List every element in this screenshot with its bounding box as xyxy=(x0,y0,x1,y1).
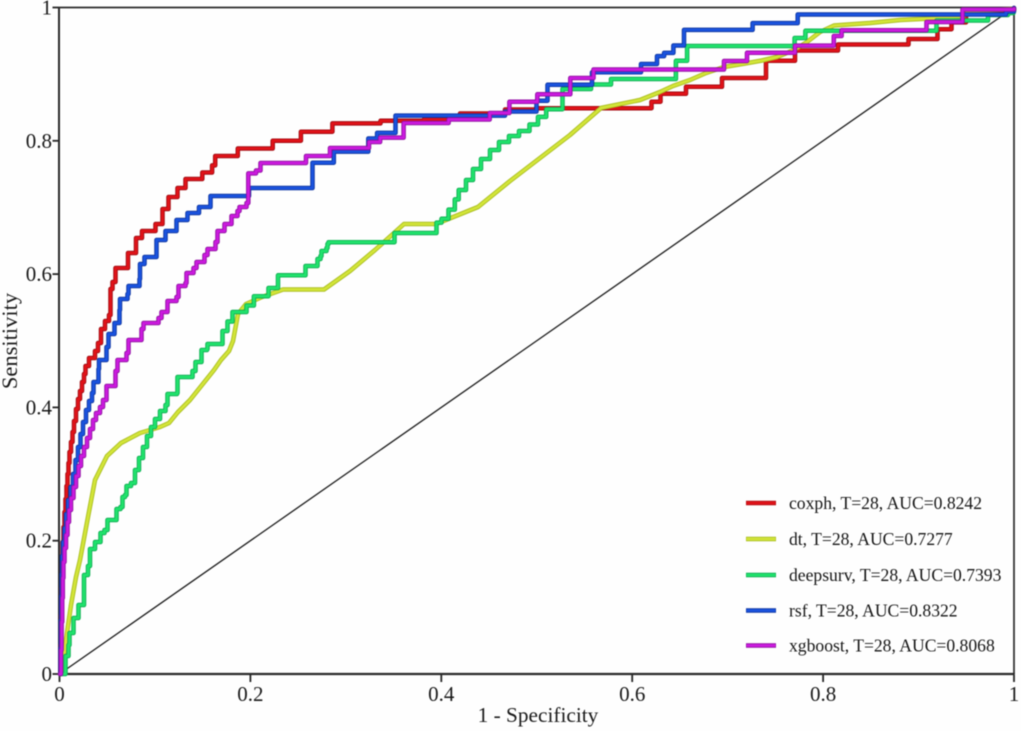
svg-text:0.8: 0.8 xyxy=(810,682,836,706)
svg-text:Sensitivity: Sensitivity xyxy=(0,292,22,389)
svg-text:1: 1 xyxy=(42,0,53,20)
svg-text:0.6: 0.6 xyxy=(619,682,645,706)
svg-text:rsf, T=28, AUC=0.8322: rsf, T=28, AUC=0.8322 xyxy=(789,601,958,621)
svg-text:1: 1 xyxy=(1009,682,1020,706)
svg-text:0: 0 xyxy=(54,682,65,706)
svg-text:1 - Specificity: 1 - Specificity xyxy=(478,703,599,727)
svg-text:0.4: 0.4 xyxy=(26,395,53,419)
svg-text:0.2: 0.2 xyxy=(26,529,52,553)
svg-text:0.2: 0.2 xyxy=(237,682,263,706)
svg-text:deepsurv, T=28, AUC=0.7393: deepsurv, T=28, AUC=0.7393 xyxy=(789,565,1002,585)
svg-text:0.4: 0.4 xyxy=(428,682,455,706)
svg-text:0: 0 xyxy=(42,662,53,686)
svg-text:0.6: 0.6 xyxy=(26,262,52,286)
svg-text:coxph, T=28, AUC=0.8242: coxph, T=28, AUC=0.8242 xyxy=(789,493,982,513)
svg-text:xgboost, T=28, AUC=0.8068: xgboost, T=28, AUC=0.8068 xyxy=(789,636,995,656)
svg-text:0.8: 0.8 xyxy=(26,129,52,153)
svg-text:dt, T=28, AUC=0.7277: dt, T=28, AUC=0.7277 xyxy=(789,529,953,549)
